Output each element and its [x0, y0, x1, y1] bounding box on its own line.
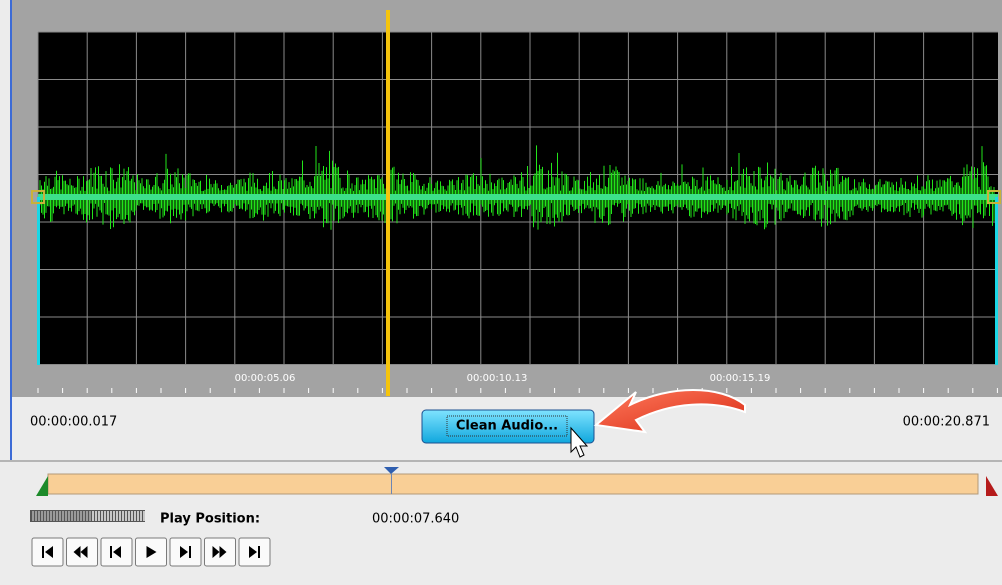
meter-cell	[53, 511, 55, 521]
button-icon	[110, 546, 121, 558]
left-handle[interactable]	[31, 190, 45, 204]
play-position-time: 00:00:07.640	[372, 512, 459, 527]
start-marker[interactable]	[36, 476, 48, 496]
meter-cell	[107, 511, 109, 521]
button-icon	[42, 546, 53, 558]
transport-button[interactable]	[238, 537, 271, 567]
meter-cell	[32, 511, 34, 521]
meter-cell	[56, 511, 58, 521]
meter-cell	[125, 511, 127, 521]
meter-cell	[143, 511, 145, 521]
meter-cell	[35, 511, 37, 521]
meter-cell	[140, 511, 142, 521]
ruler-label: 00:00:10.13	[467, 373, 528, 384]
transport-button[interactable]	[66, 537, 98, 567]
button-icon	[73, 546, 88, 558]
meter-cell	[137, 511, 139, 521]
meter-cell	[71, 511, 73, 521]
ruler-label: 00:00:15.19	[710, 373, 771, 384]
transport-button[interactable]	[100, 537, 133, 567]
red-arrow	[593, 389, 746, 434]
cursor	[570, 426, 589, 458]
wave-center-line	[38, 194, 998, 200]
meter-cell	[119, 511, 121, 521]
meter-cell	[68, 511, 70, 521]
meter-cell	[59, 511, 61, 521]
right-envelope-line	[995, 197, 998, 365]
meter-cell	[50, 511, 52, 521]
button-icon	[249, 546, 260, 558]
meter-cell	[62, 511, 64, 521]
meter-cell	[122, 511, 124, 521]
meter-cell	[101, 511, 103, 521]
meter-cell	[86, 511, 88, 521]
volume-meter	[30, 510, 145, 522]
button-icon	[146, 546, 157, 558]
play-position-label: Play Position:	[160, 512, 260, 527]
transport-button[interactable]	[31, 537, 64, 567]
meter-cell	[113, 511, 115, 521]
focus-rect	[446, 415, 568, 437]
transport-controls	[31, 537, 271, 567]
meter-cell	[134, 511, 136, 521]
meter-cell	[83, 511, 85, 521]
range-end: 00:00:20.871	[903, 415, 990, 430]
meter-cell	[44, 511, 46, 521]
meter-cell	[80, 511, 82, 521]
transport-button[interactable]	[204, 537, 236, 567]
end-marker[interactable]	[986, 476, 998, 496]
meter-cell	[131, 511, 133, 521]
meter-cell	[116, 511, 118, 521]
left-envelope-line	[37, 197, 40, 365]
meter-cell	[47, 511, 49, 521]
meter-cell	[104, 511, 106, 521]
meter-cell	[128, 511, 130, 521]
meter-cell	[89, 511, 91, 521]
left-border	[10, 0, 12, 460]
button-label: Clean Audio...	[456, 419, 558, 434]
meter-cell	[98, 511, 100, 521]
meter-cell	[110, 511, 112, 521]
meter-cell	[77, 511, 79, 521]
transport-button[interactable]	[135, 537, 167, 567]
meter-cell	[65, 511, 67, 521]
range-start: 00:00:00.017	[30, 415, 117, 430]
separator	[0, 460, 1002, 462]
playhead[interactable]	[386, 10, 390, 396]
button-icon	[212, 546, 227, 558]
timeline-bar[interactable]	[47, 473, 979, 495]
meter-cell	[38, 511, 40, 521]
meter-cell	[92, 511, 94, 521]
right-handle[interactable]	[987, 190, 1001, 204]
transport-button[interactable]	[169, 537, 202, 567]
meter-cell	[74, 511, 76, 521]
meter-cell	[41, 511, 43, 521]
ruler-label: 00:00:05.06	[235, 373, 296, 384]
timeline-position-line	[391, 474, 392, 494]
meter-cell	[95, 511, 97, 521]
button-icon	[180, 546, 191, 558]
clean-audio-button[interactable]	[421, 409, 595, 444]
timeline-marker[interactable]	[384, 467, 399, 474]
